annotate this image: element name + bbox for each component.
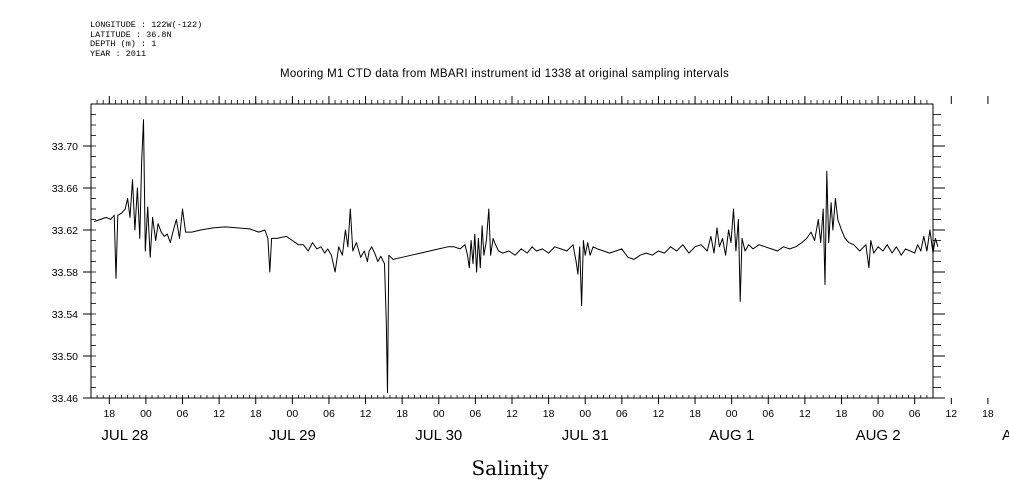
x-tick-label: 12 [653,408,665,420]
day-label: JUL 31 [562,427,609,444]
y-tick-label: 33.70 [52,141,78,153]
day-label: JUL 30 [415,427,462,444]
day-label: JUL 28 [101,427,148,444]
x-tick-label: 06 [177,408,189,420]
x-tick-label: 00 [287,408,299,420]
y-tick-label: 33.66 [52,183,78,195]
x-tick-label: 18 [103,408,115,420]
x-tick-label: 18 [543,408,555,420]
x-tick-label: 00 [433,408,445,420]
day-label: JUL 29 [269,427,316,444]
minor-ticks [91,100,941,398]
y-tick-label: 33.50 [52,351,78,363]
y-axis: 33.46 33.50 33.54 33.58 33.62 33.66 33.70 [52,141,945,405]
x-tick-label: 00 [579,408,591,420]
y-tick-label: 33.58 [52,267,78,279]
x-tick-label: 18 [982,408,994,420]
x-tick-label: 00 [726,408,738,420]
x-tick-label: 06 [470,408,482,420]
x-axis: 18 00 06 12 18 00 06 12 18 00 06 12 18 00 06 12 18 00 06 12… [103,96,994,420]
day-label: AUG 2 [856,427,901,444]
plot-frame [90,103,934,399]
metadata-block: LONGITUDE : 122W(-122) LATITUDE : 36.8N … [90,20,203,59]
x-tick-label: 06 [323,408,335,420]
x-axis-label: Salinity [471,456,549,480]
x-tick-label: 18 [250,408,262,420]
x-tick-label: 18 [689,408,701,420]
x-tick-label: 12 [945,408,957,420]
day-label: AUG 3 [1002,427,1009,444]
y-tick-label: 33.54 [52,309,78,321]
x-tick-label: 00 [872,408,884,420]
salinity-series-line [93,119,939,394]
x-tick-label: 18 [836,408,848,420]
x-tick-label: 12 [213,408,225,420]
y-tick-label: 33.62 [52,225,78,237]
x-tick-label: 12 [799,408,811,420]
meta-year: YEAR : 2011 [90,48,147,59]
x-tick-label: 12 [506,408,518,420]
meta-latitude: LATITUDE : 36.8N [90,29,172,40]
x-tick-label: 06 [909,408,921,420]
x-tick-label: 18 [396,408,408,420]
meta-depth: DEPTH (m) : 1 [90,39,157,49]
x-tick-label: 00 [140,408,152,420]
day-label: AUG 1 [709,427,754,444]
chart-title: Mooring M1 CTD data from MBARI instrumen… [279,68,730,80]
x-tick-label: 12 [360,408,372,420]
x-tick-label: 06 [616,408,628,420]
y-tick-label: 33.46 [52,393,78,405]
x-tick-label: 06 [762,408,774,420]
meta-longitude: LONGITUDE : 122W(-122) [90,20,203,30]
